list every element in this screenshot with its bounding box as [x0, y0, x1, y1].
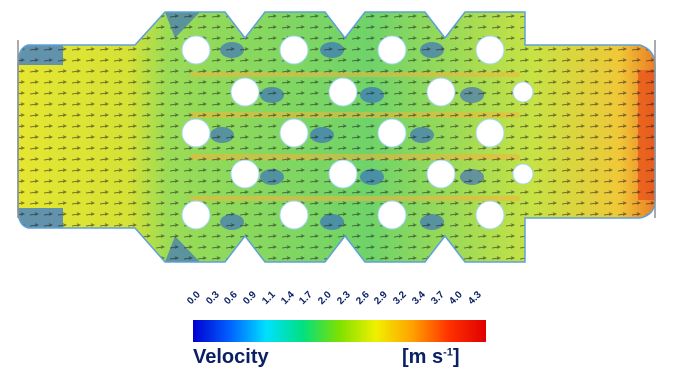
- colorbar-quantity-label: Velocity: [193, 346, 269, 368]
- unit-close: ]: [452, 346, 460, 368]
- cylinder-array: [181, 35, 534, 230]
- velocity-colorbar: [193, 320, 486, 342]
- unit-text: [m s: [402, 346, 444, 368]
- unit-exponent: -1: [443, 346, 453, 359]
- colorbar-unit-label: [m s-1]: [402, 346, 460, 369]
